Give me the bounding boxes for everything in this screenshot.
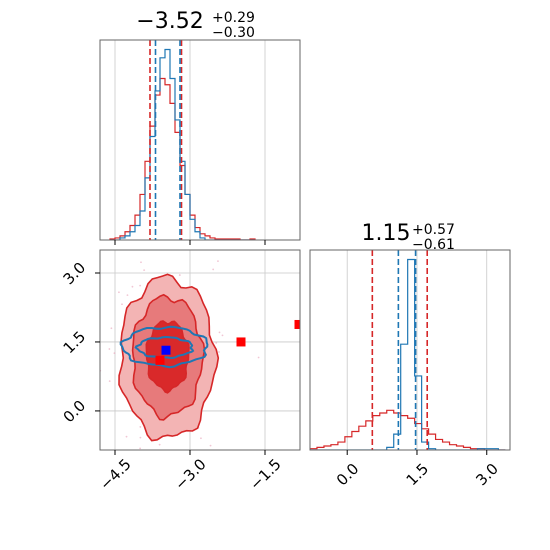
x-tick-label-1: 1.5 bbox=[403, 460, 433, 490]
scatter-point bbox=[221, 334, 224, 337]
scatter-point bbox=[209, 444, 212, 447]
scatter-point bbox=[257, 356, 260, 359]
scatter-point bbox=[131, 285, 134, 288]
br-ticks: 0.0 1.5 3.0 bbox=[333, 450, 502, 489]
scatter-point bbox=[217, 260, 219, 263]
scatter-point bbox=[126, 294, 129, 297]
marker-1 bbox=[294, 319, 300, 329]
tl-frame bbox=[99, 39, 301, 241]
hist-series-blue bbox=[110, 48, 255, 240]
scatter-point bbox=[125, 435, 128, 438]
bl-x-tick-label-1: −3.0 bbox=[171, 455, 209, 493]
scatter-point bbox=[121, 303, 123, 306]
scatter-point bbox=[139, 426, 142, 428]
hist-series-blue bbox=[310, 258, 506, 450]
x-tick-label-2: 3.0 bbox=[472, 460, 502, 490]
bl-frame bbox=[99, 249, 301, 451]
marker-2 bbox=[155, 355, 165, 365]
bl-y-tick-label-2: 3.0 bbox=[60, 259, 90, 289]
bl-markers bbox=[155, 319, 300, 365]
br-histograms bbox=[310, 258, 506, 450]
blue-contour-0 bbox=[119, 325, 209, 369]
br-frame bbox=[309, 249, 511, 451]
scatter-point bbox=[218, 331, 221, 334]
scatter-point bbox=[158, 443, 161, 446]
scatter-point bbox=[143, 269, 146, 272]
bl-y-tick-label-1: 1.5 bbox=[60, 328, 90, 358]
tl-title-sup: +0.29 bbox=[212, 10, 255, 26]
tl-title-sub: −0.30 bbox=[212, 25, 255, 41]
br-title-sub: −0.61 bbox=[412, 237, 455, 253]
tl-histograms bbox=[109, 48, 256, 240]
tl-title-value: −3.52 bbox=[136, 9, 203, 34]
bl-contours bbox=[118, 273, 220, 442]
scatter-point bbox=[218, 351, 220, 353]
panel-bottom-right: 0.0 1.5 3.0 1.15 +0.57 −0.61 bbox=[309, 221, 511, 489]
scatter-point bbox=[139, 447, 142, 450]
scatter-point bbox=[178, 274, 181, 276]
scatter-point bbox=[108, 380, 111, 383]
br-title-value: 1.15 bbox=[362, 221, 411, 246]
scatter-point bbox=[157, 473, 159, 475]
scatter-point bbox=[200, 437, 202, 440]
br-title-sup: +0.57 bbox=[412, 222, 455, 238]
scatter-point bbox=[108, 348, 111, 350]
hist-series-red bbox=[109, 77, 256, 240]
x-tick-label-0: 0.0 bbox=[333, 460, 363, 490]
marker-3 bbox=[161, 345, 171, 355]
scatter-point bbox=[215, 341, 218, 344]
scatter-point bbox=[113, 352, 116, 355]
scatter-point bbox=[110, 327, 113, 330]
br-grid bbox=[346, 250, 488, 450]
scatter-point bbox=[122, 452, 124, 454]
marker-0 bbox=[236, 337, 246, 347]
bl-x-tick-label-2: −1.5 bbox=[246, 455, 284, 493]
scatter-point bbox=[118, 291, 120, 294]
scatter-point bbox=[150, 451, 152, 453]
tl-ticks bbox=[114, 240, 266, 245]
scatter-point bbox=[51, 303, 53, 305]
blue-contour-1 bbox=[134, 335, 195, 360]
scatter-point bbox=[140, 261, 142, 264]
bl-y-tick-label-0: 0.0 bbox=[60, 397, 90, 427]
hist-series-red bbox=[310, 409, 506, 450]
scatter-point bbox=[139, 436, 142, 439]
bl-x-tick-label-0: −4.5 bbox=[96, 455, 134, 493]
br-quantile-lines bbox=[371, 250, 429, 450]
scatter-point bbox=[212, 268, 215, 271]
panel-bottom-left: −4.5 −3.0 −1.5 0.0 1.5 3.0 bbox=[51, 231, 301, 494]
scatter-point bbox=[210, 231, 212, 233]
scatter-point bbox=[139, 284, 142, 287]
panel-top-left: −3.52 +0.29 −0.30 bbox=[99, 9, 301, 245]
tl-quantile-lines bbox=[149, 40, 183, 240]
